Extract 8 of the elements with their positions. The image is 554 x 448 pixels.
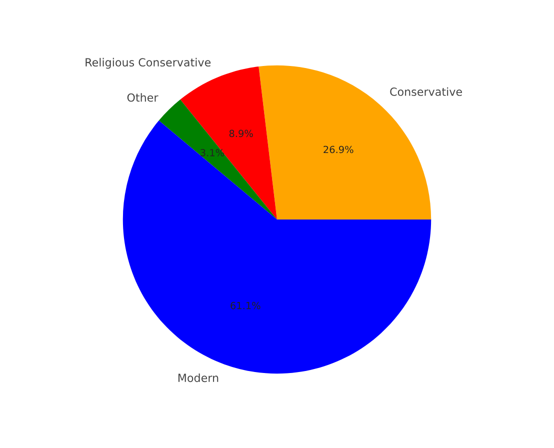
data-label: 61.1% — [230, 302, 260, 310]
slice-label: Conservative — [390, 87, 462, 96]
slice-label: Modern — [178, 373, 218, 382]
data-label: 26.9% — [324, 146, 354, 154]
slice-label: Religious Conservative — [86, 58, 211, 69]
data-label: 8.9% — [229, 130, 253, 138]
slice-label: Other — [127, 93, 158, 102]
data-label: 3.1% — [200, 148, 224, 156]
